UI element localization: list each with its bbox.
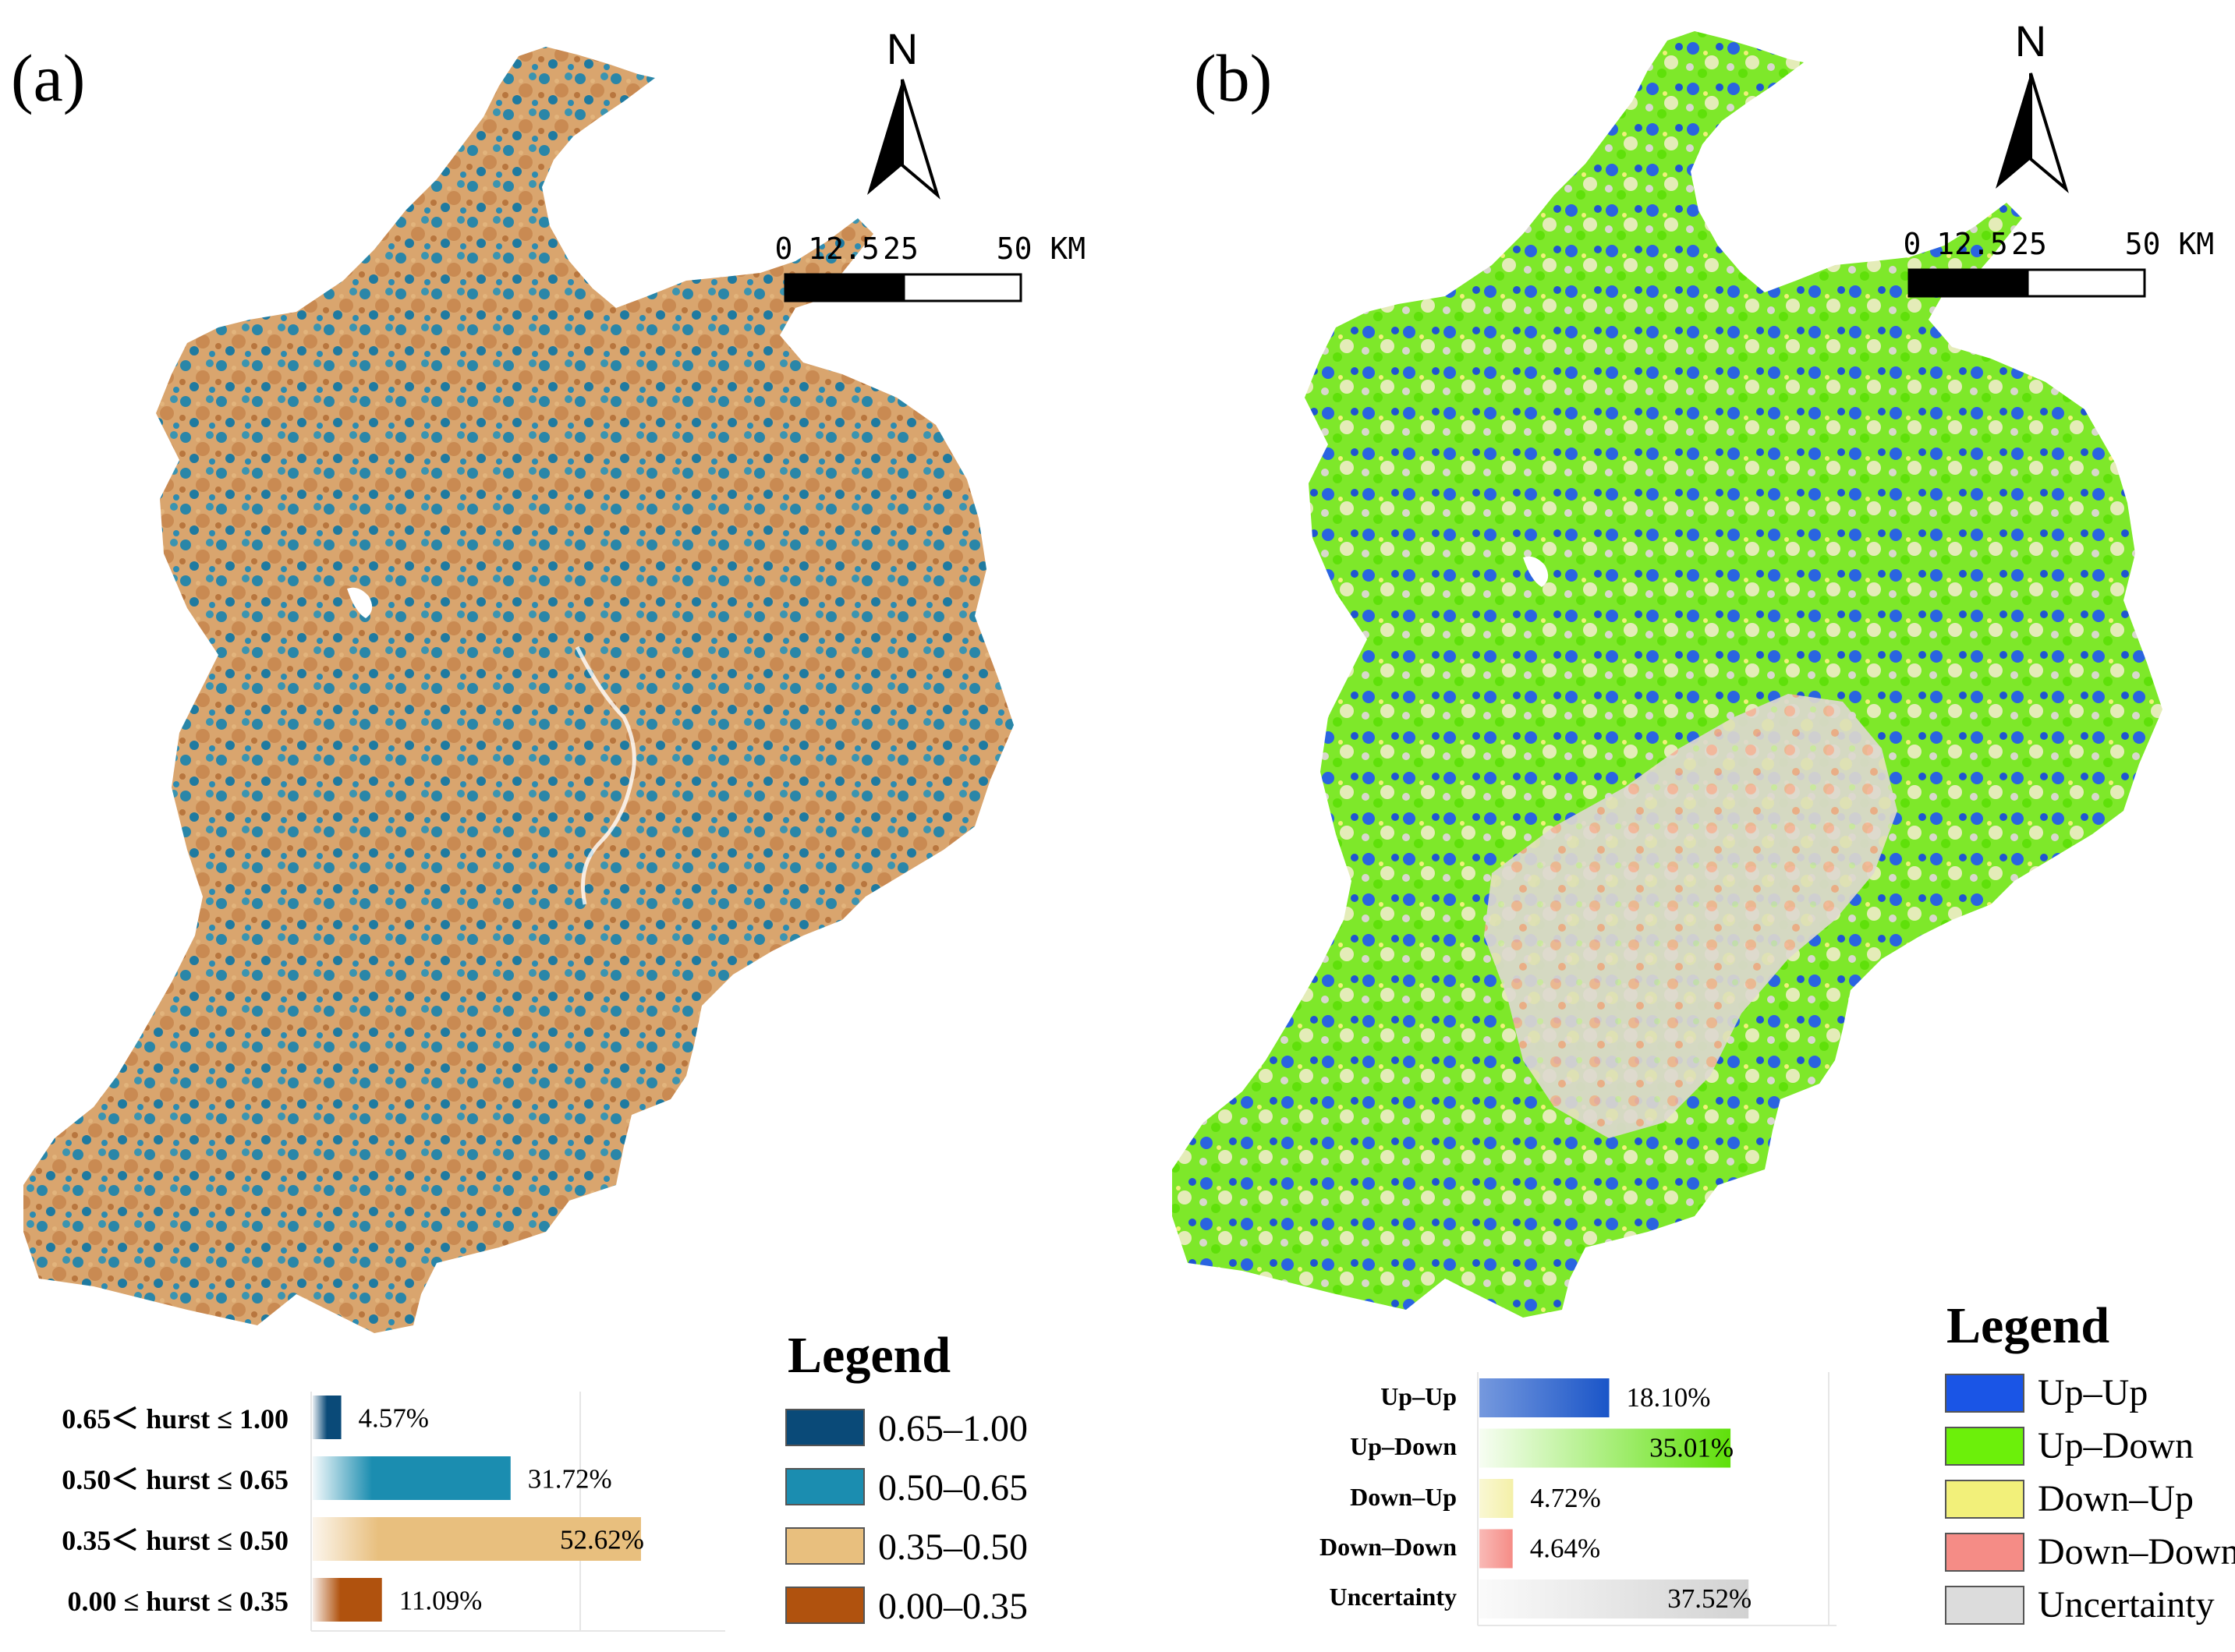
legend-label-a-1: 0.50–0.65 [878, 1467, 1028, 1509]
bar-a-1 [313, 1456, 511, 1500]
legend-label-b-0: Up–Up [2038, 1372, 2148, 1413]
bar-value-a-3: 11.09% [399, 1585, 483, 1615]
bar-a-0 [313, 1396, 342, 1439]
bar-b-3 [1479, 1529, 1513, 1569]
region-map-a [23, 47, 1014, 1333]
legend-label-a-3: 0.00–0.35 [878, 1586, 1028, 1627]
bar-chart-b: Up–Up Up–Down Down–Up Down–Down Uncertai… [1319, 1372, 1837, 1626]
bar-label-b-2: Down–Up [1350, 1483, 1457, 1511]
panel-b-label: (b) [1194, 41, 1273, 115]
legend-swatch-a-3 [785, 1587, 865, 1624]
panel-b-graphics: N 0 12.5 25 50 KM Legend Up–Up Up–Down D… [1172, 16, 2235, 1626]
bar-chart-a: 0.65＜ hurst ≤ 1.00 0.50＜ hurst ≤ 0.65 0.… [62, 1392, 725, 1632]
bar-label-a-2: 0.35＜ hurst ≤ 0.50 [62, 1525, 289, 1556]
legend-label-b-4: Uncertainty [2038, 1584, 2215, 1625]
north-label-a: N [887, 24, 918, 73]
scale-tick-1-b: 12.5 [1936, 227, 2008, 261]
bar-a-2 [313, 1517, 641, 1561]
bar-value-b-2: 4.72% [1530, 1483, 1600, 1513]
legend-label-b-3: Down–Down [2038, 1531, 2235, 1572]
bar-label-b-0: Up–Up [1380, 1382, 1457, 1410]
north-label-b: N [2015, 16, 2046, 65]
scale-tick-2-a: 25 [883, 232, 919, 266]
legend-swatch-b-4 [1945, 1586, 2024, 1625]
scale-tick-0-a: 0 [775, 232, 793, 266]
legend-title-a: Legend [788, 1327, 951, 1384]
lake-b [1523, 556, 1549, 587]
bar-label-a-0: 0.65＜ hurst ≤ 1.00 [62, 1403, 289, 1434]
scale-bar-a: 0 12.5 25 50 KM [775, 232, 1086, 302]
scale-tick-3-a: 50 KM [997, 232, 1086, 266]
legend-swatch-a-1 [785, 1468, 865, 1505]
scale-tick-1-a: 12.5 [808, 232, 880, 266]
lake-a [347, 587, 373, 618]
bar-label-b-1: Up–Down [1350, 1432, 1457, 1460]
bar-value-b-0: 18.10% [1627, 1382, 1711, 1413]
bar-b-0 [1479, 1378, 1610, 1417]
panel-a: (a) N [11, 24, 1086, 1632]
river-a [575, 646, 636, 905]
scale-tick-2-b: 25 [2011, 227, 2047, 261]
bar-value-a-0: 4.57% [359, 1403, 429, 1433]
legend-b: Legend Up–Up Up–Down Down–Up Down–Down U… [1945, 1297, 2235, 1625]
bar-value-b-1: 35.01% [1649, 1433, 1734, 1463]
legend-a: Legend 0.65–1.00 0.50–0.65 0.35–0.50 0.0… [785, 1327, 1028, 1627]
north-arrow-a: N [867, 24, 940, 200]
legend-swatch-b-0 [1945, 1374, 2024, 1413]
bar-label-a-3: 0.00 ≤ hurst ≤ 0.35 [67, 1586, 289, 1617]
legend-label-b-1: Up–Down [2038, 1425, 2194, 1466]
degradation-zone-b [1484, 694, 1897, 1138]
bar-label-b-4: Uncertainty [1329, 1583, 1457, 1611]
north-arrow-b: N [1996, 16, 2069, 193]
bar-b-2 [1479, 1479, 1514, 1518]
scale-tick-0-b: 0 [1904, 227, 1922, 261]
legend-swatch-a-2 [785, 1527, 865, 1565]
legend-label-b-2: Down–Up [2038, 1478, 2194, 1519]
region-map-b [1172, 31, 2162, 1318]
legend-swatch-b-3 [1945, 1533, 2024, 1572]
scale-bar-b: 0 12.5 25 50 KM [1904, 227, 2214, 298]
legend-label-a-0: 0.65–1.00 [878, 1408, 1028, 1449]
bar-value-a-1: 31.72% [528, 1463, 612, 1494]
bar-b-4 [1479, 1579, 1749, 1618]
legend-swatch-b-1 [1945, 1427, 2024, 1466]
legend-swatch-b-2 [1945, 1480, 2024, 1519]
bar-a-3 [313, 1578, 382, 1622]
legend-label-a-2: 0.35–0.50 [878, 1526, 1028, 1568]
bar-b-1 [1479, 1428, 1731, 1468]
bar-label-b-3: Down–Down [1319, 1533, 1457, 1561]
bar-value-a-2: 52.62% [560, 1524, 644, 1555]
bar-value-b-3: 4.64% [1530, 1533, 1600, 1564]
scale-tick-3-b: 50 KM [2125, 227, 2214, 261]
panel-a-label: (a) [11, 41, 86, 115]
panel-a-graphics: N 0 12.5 25 50 KM Legend 0.65–1.00 0.50–… [23, 24, 1086, 1632]
panel-b: (b) [1118, 0, 2235, 1652]
bar-label-a-1: 0.50＜ hurst ≤ 0.65 [62, 1464, 289, 1495]
legend-title-b: Legend [1946, 1297, 2109, 1354]
bar-value-b-4: 37.52% [1667, 1583, 1752, 1614]
legend-swatch-a-0 [785, 1409, 865, 1446]
